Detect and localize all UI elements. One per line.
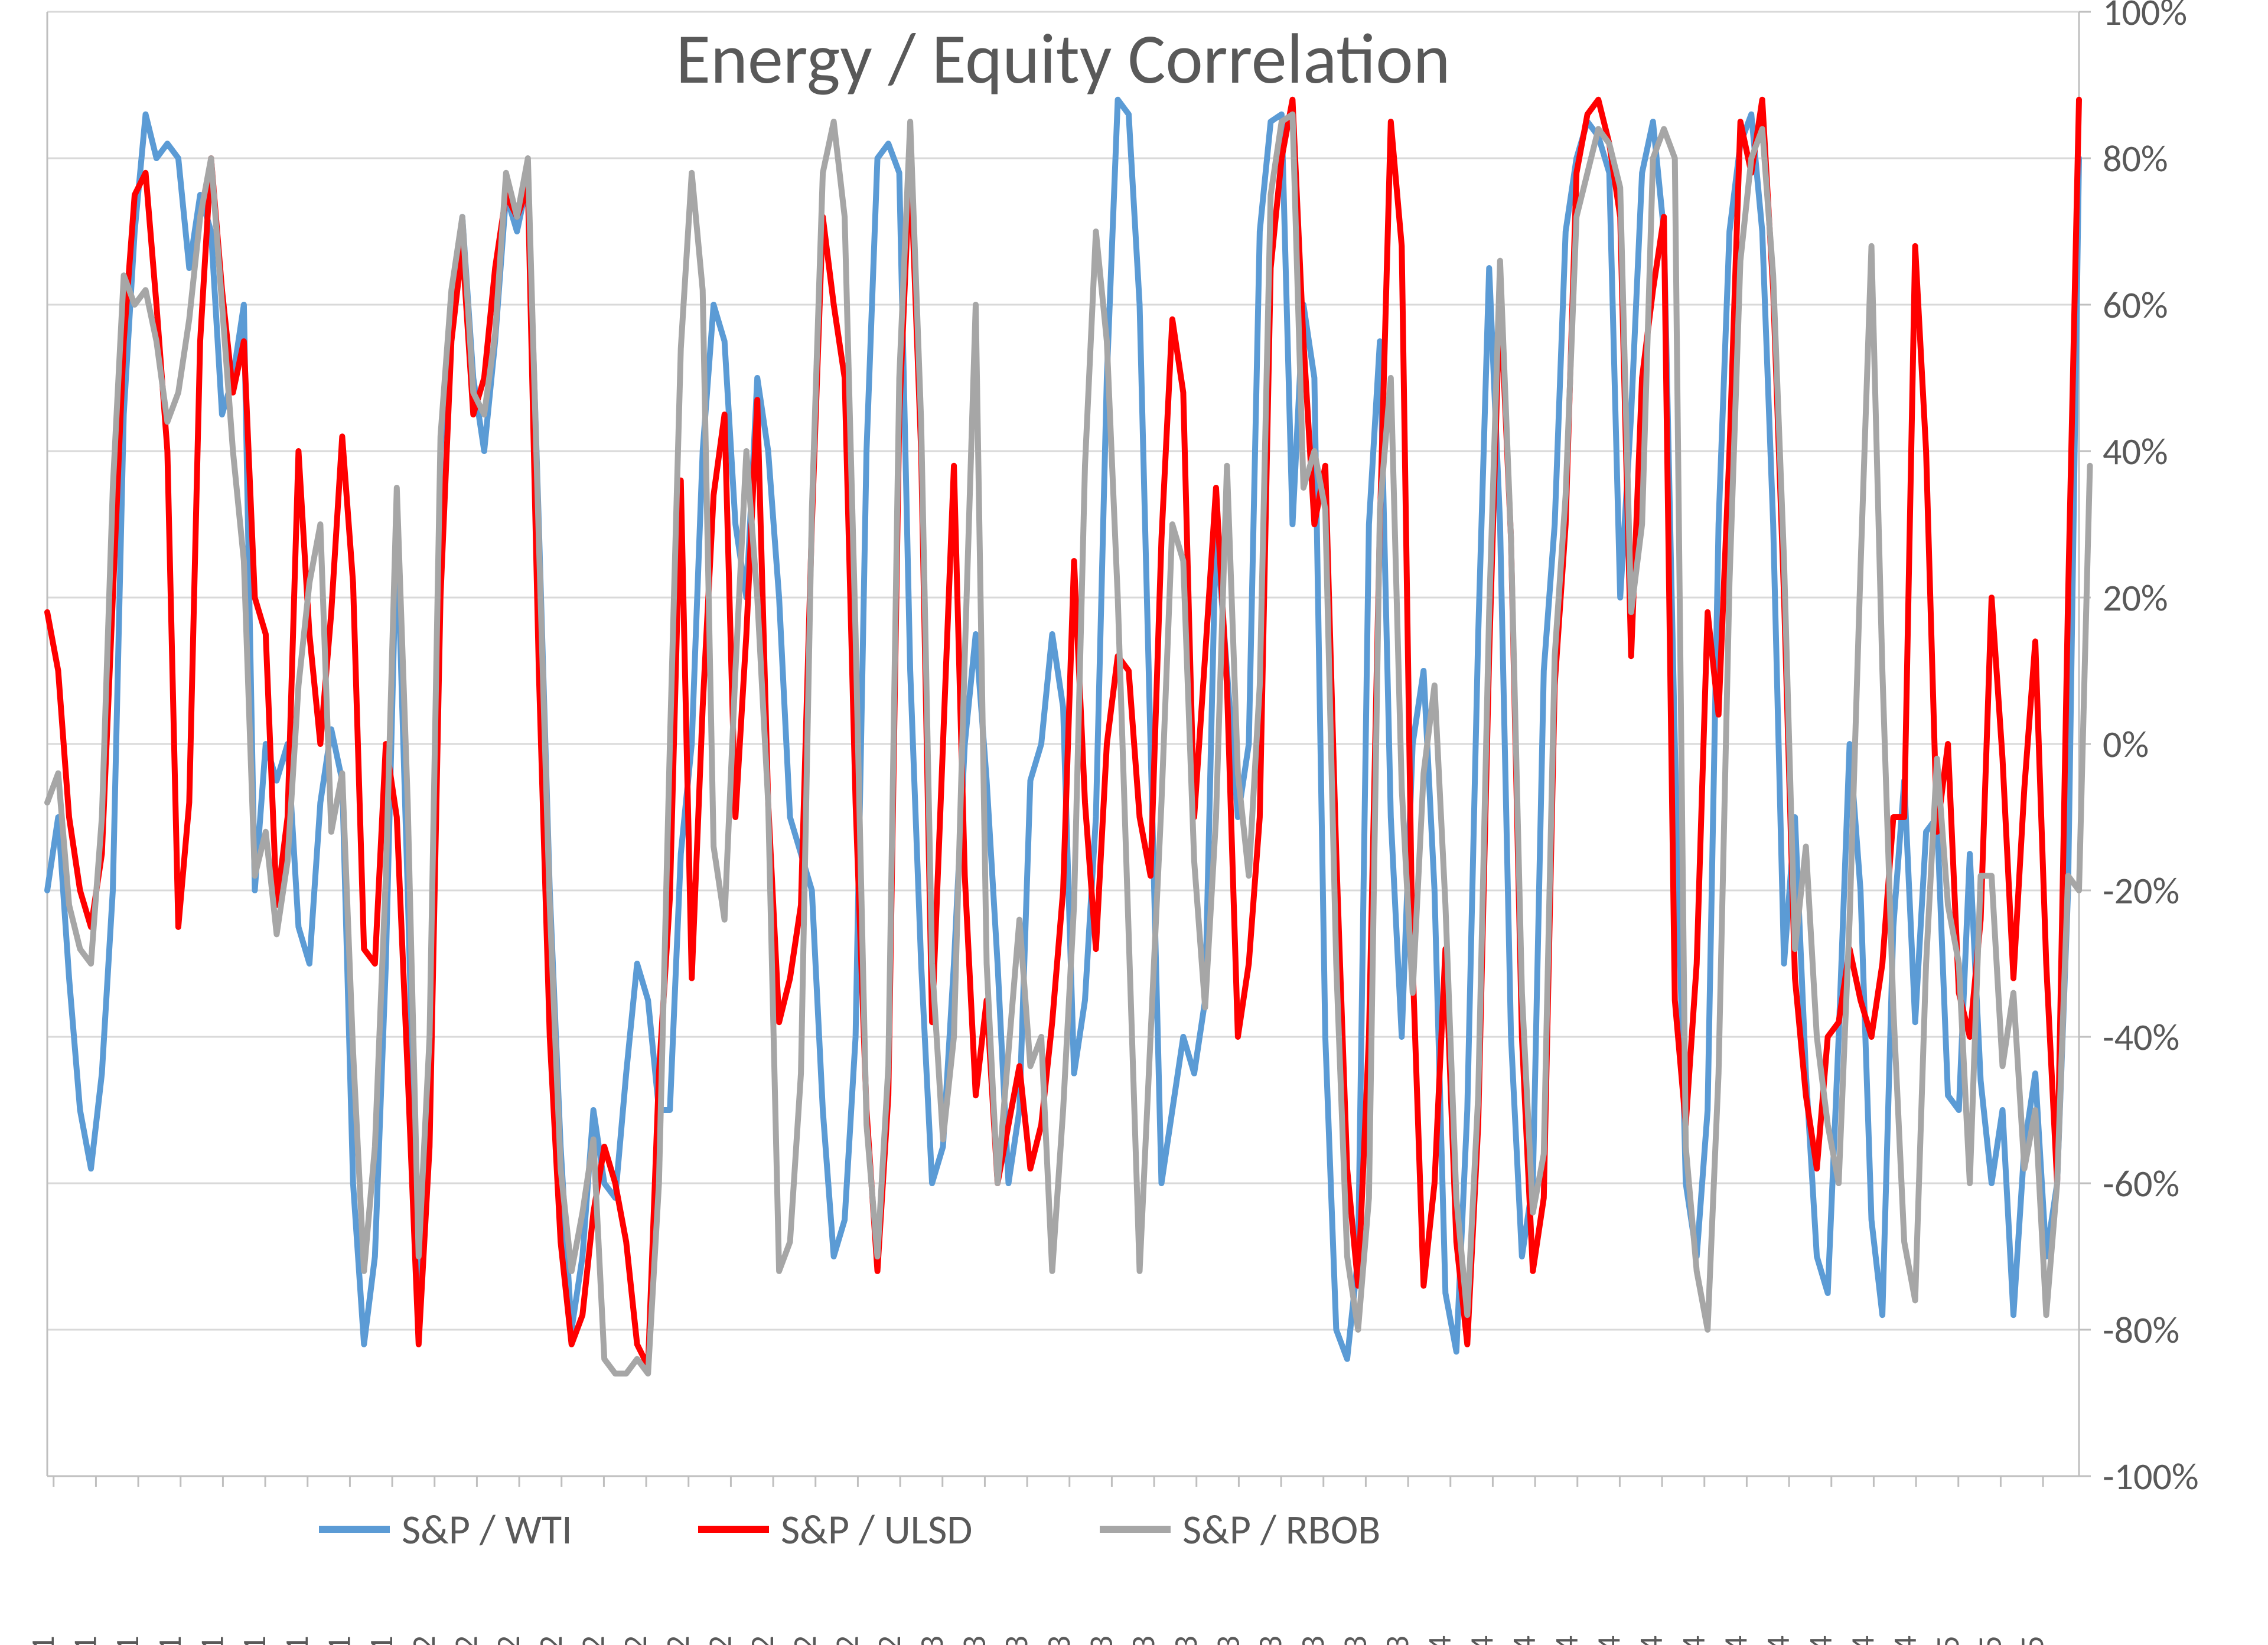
legend-label: S&P / RBOB xyxy=(1182,1504,1380,1555)
x-tick-label: D-23 xyxy=(1377,1636,1418,1645)
x-tick-label: O-24 xyxy=(1801,1636,1841,1645)
y-tick-label: -100% xyxy=(2103,1454,2199,1500)
legend-label: S&P / WTI xyxy=(402,1504,572,1555)
x-tick-label: D-21 xyxy=(361,1636,402,1645)
x-tick-label: F-24 xyxy=(1462,1636,1502,1645)
x-tick-label: F-22 xyxy=(446,1636,486,1645)
y-tick-label: -40% xyxy=(2103,1014,2179,1060)
x-tick-label: J-22 xyxy=(404,1636,444,1645)
x-tick-label: J-23 xyxy=(1166,1636,1206,1645)
y-tick-label: -80% xyxy=(2103,1307,2179,1353)
x-tick-label: M-23 xyxy=(1081,1636,1121,1645)
x-tick-label: D-22 xyxy=(869,1636,910,1645)
x-tick-label: M-24 xyxy=(1589,1636,1629,1645)
y-tick-label: -20% xyxy=(2103,868,2179,914)
x-tick-label: J-21 xyxy=(150,1636,190,1645)
chart-container: 100% 80% 60% 40% 20% 0% -20% -40% -60% -80% -100% E… xyxy=(0,0,2268,1645)
x-tick-label: A-21 xyxy=(192,1636,232,1645)
chart-title: Energy / Equity Correlation xyxy=(676,16,1450,102)
x-tick-label: A-23 xyxy=(1208,1636,1248,1645)
y-tick-label: 60% xyxy=(2103,282,2168,328)
line-chart: 100% 80% 60% 40% 20% 0% -20% -40% -60% -80% -100% E… xyxy=(0,0,2268,1645)
x-tick-label: S-21 xyxy=(234,1636,275,1645)
x-tick-label: N-23 xyxy=(1335,1636,1375,1645)
y-tick-label: 40% xyxy=(2103,429,2168,475)
x-tick-label: A-21 xyxy=(23,1636,63,1645)
x-tick-label: M-25 xyxy=(2012,1636,2052,1645)
x-tick-label: M-22 xyxy=(488,1636,529,1645)
x-tick-label: O-22 xyxy=(785,1636,825,1645)
x-tick-label: J-22 xyxy=(658,1636,698,1645)
x-tick-label: S-24 xyxy=(1758,1636,1798,1645)
x-tick-label: A-22 xyxy=(700,1636,740,1645)
x-tick-label: F-25 xyxy=(1970,1636,2010,1645)
x-tick-label: S-23 xyxy=(1250,1636,1291,1645)
x-tick-label: S-22 xyxy=(742,1636,783,1645)
x-tick-label: F-23 xyxy=(954,1636,994,1645)
x-tick-label: M-24 xyxy=(1504,1636,1544,1645)
y-tick-label: 100% xyxy=(2103,0,2187,35)
x-tick-label: M-21 xyxy=(65,1636,105,1645)
x-tick-label: D-24 xyxy=(1885,1636,1925,1645)
x-tick-label: A-24 xyxy=(1716,1636,1756,1645)
x-tick-label: J-23 xyxy=(1123,1636,1164,1645)
x-tick-label: A-22 xyxy=(531,1636,571,1645)
x-tick-label: M-22 xyxy=(573,1636,613,1645)
x-tick-label: N-22 xyxy=(827,1636,867,1645)
legend-label: S&P / ULSD xyxy=(781,1504,972,1555)
x-tick-label: A-24 xyxy=(1547,1636,1587,1645)
x-tick-label: N-21 xyxy=(319,1636,359,1645)
x-tick-label: M-23 xyxy=(996,1636,1037,1645)
x-tick-label: N-24 xyxy=(1843,1636,1883,1645)
x-tick-label: O-21 xyxy=(277,1636,317,1645)
x-tick-label: J-22 xyxy=(615,1636,656,1645)
y-tick-label: 80% xyxy=(2103,136,2168,182)
x-tick-label: J-21 xyxy=(107,1636,148,1645)
x-tick-label: A-23 xyxy=(1039,1636,1079,1645)
x-tick-label: O-23 xyxy=(1293,1636,1333,1645)
x-tick-label: J-25 xyxy=(1928,1636,1968,1645)
y-tick-label: 20% xyxy=(2103,575,2168,621)
x-tick-label: J-24 xyxy=(1420,1636,1460,1645)
y-tick-label: 0% xyxy=(2103,722,2149,768)
x-tick-label: J-24 xyxy=(1631,1636,1671,1645)
x-tick-label: J-24 xyxy=(1674,1636,1714,1645)
y-tick-label: -60% xyxy=(2103,1161,2179,1207)
x-tick-label: J-23 xyxy=(912,1636,952,1645)
